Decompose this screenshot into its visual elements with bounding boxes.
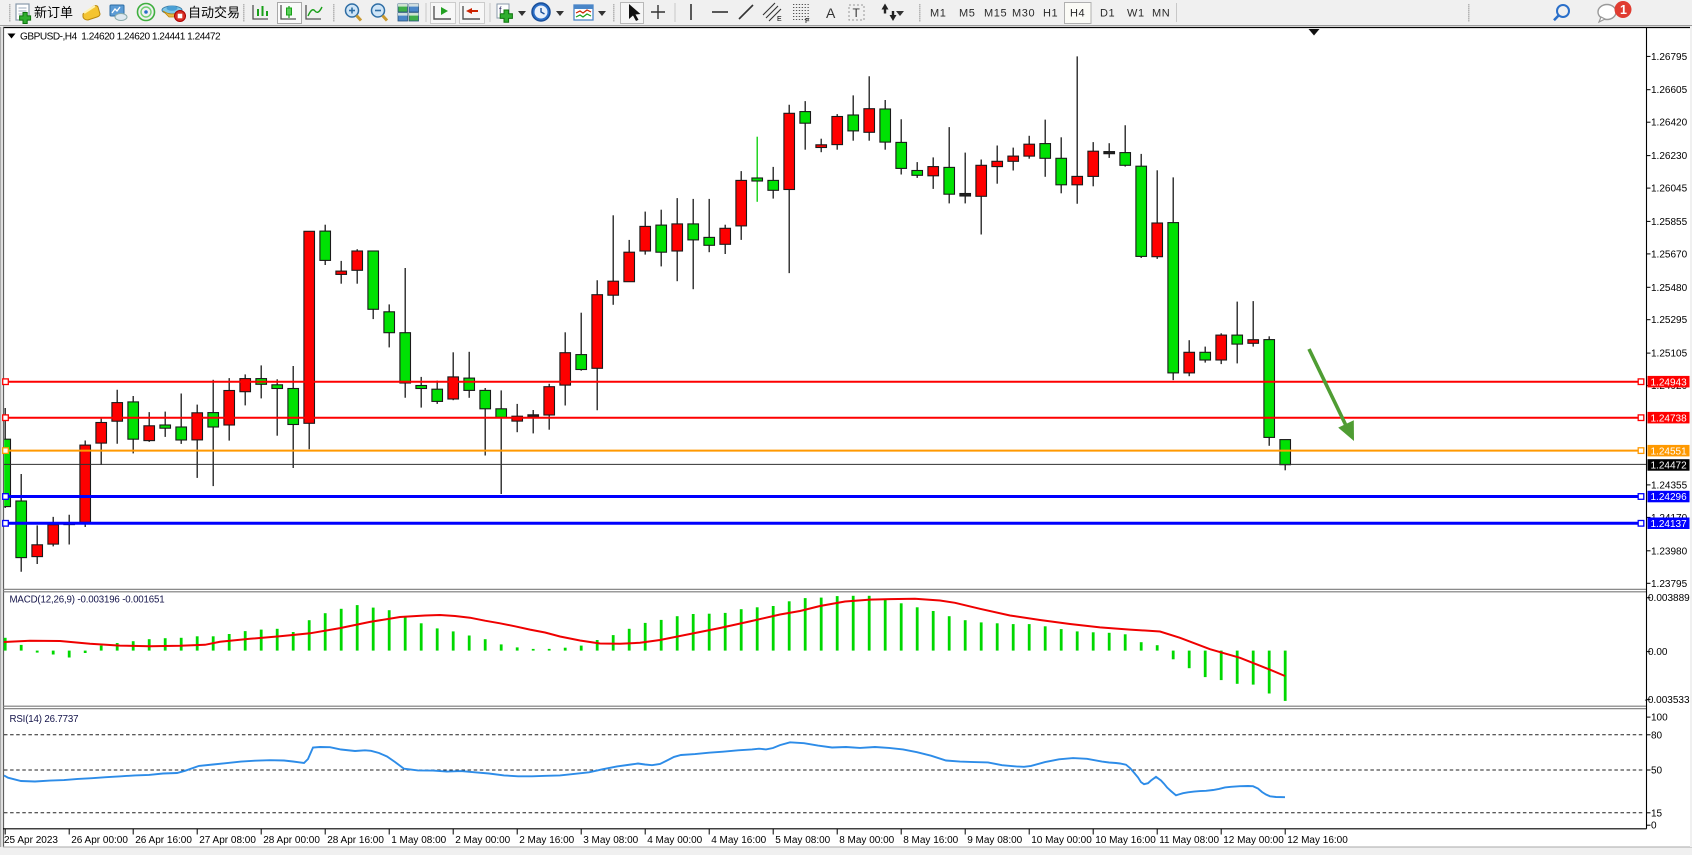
svg-text:MACD(12,26,9) -0.003196 -0.001: MACD(12,26,9) -0.003196 -0.001651 bbox=[10, 595, 165, 606]
svg-text:2 May 16:00: 2 May 16:00 bbox=[519, 835, 574, 846]
svg-text:1.24943: 1.24943 bbox=[1651, 377, 1688, 388]
svg-text:F: F bbox=[805, 16, 810, 25]
svg-text:0.00: 0.00 bbox=[1648, 647, 1668, 658]
svg-text:2 May 00:00: 2 May 00:00 bbox=[455, 835, 510, 846]
svg-text:11 May 08:00: 11 May 08:00 bbox=[1159, 835, 1219, 846]
svg-text:f: f bbox=[499, 5, 502, 15]
svg-text:26 Apr 16:00: 26 Apr 16:00 bbox=[135, 835, 192, 846]
svg-text:H1: H1 bbox=[1043, 8, 1058, 20]
svg-text:1.24551: 1.24551 bbox=[1651, 446, 1688, 457]
svg-text:10 May 16:00: 10 May 16:00 bbox=[1095, 835, 1156, 846]
svg-text:4 May 00:00: 4 May 00:00 bbox=[647, 835, 702, 846]
svg-text:28 Apr 00:00: 28 Apr 00:00 bbox=[263, 835, 320, 846]
svg-text:4 May 16:00: 4 May 16:00 bbox=[711, 835, 766, 846]
svg-text:RSI(14) 26.7737: RSI(14) 26.7737 bbox=[10, 714, 79, 725]
svg-text:50: 50 bbox=[1651, 766, 1663, 777]
svg-text:9 May 08:00: 9 May 08:00 bbox=[967, 835, 1022, 846]
svg-text:W1: W1 bbox=[1127, 8, 1145, 20]
svg-text:100: 100 bbox=[1651, 713, 1668, 724]
svg-text:1.25295: 1.25295 bbox=[1651, 315, 1688, 326]
svg-text:1.26230: 1.26230 bbox=[1651, 151, 1688, 162]
svg-text:1.25105: 1.25105 bbox=[1651, 349, 1688, 360]
svg-text:1: 1 bbox=[1620, 3, 1627, 17]
svg-text:1.26420: 1.26420 bbox=[1651, 118, 1688, 129]
svg-text:1.25480: 1.25480 bbox=[1651, 283, 1688, 294]
svg-text:10 May 00:00: 10 May 00:00 bbox=[1031, 835, 1092, 846]
svg-text:1.26605: 1.26605 bbox=[1651, 85, 1688, 96]
svg-text:D1: D1 bbox=[1100, 8, 1115, 20]
svg-text:-0.003533: -0.003533 bbox=[1645, 695, 1690, 706]
svg-text:MN: MN bbox=[1152, 8, 1170, 20]
svg-text:3 May 08:00: 3 May 08:00 bbox=[583, 835, 638, 846]
svg-text:25 Apr 2023: 25 Apr 2023 bbox=[4, 835, 58, 846]
svg-text:1.25670: 1.25670 bbox=[1651, 249, 1688, 260]
svg-text:15: 15 bbox=[1651, 808, 1663, 819]
svg-text:1.24296: 1.24296 bbox=[1651, 492, 1688, 503]
svg-text:1 May 08:00: 1 May 08:00 bbox=[391, 835, 446, 846]
svg-text:自动交易: 自动交易 bbox=[188, 5, 240, 20]
svg-text:1.24355: 1.24355 bbox=[1651, 480, 1688, 491]
svg-text:26 Apr 00:00: 26 Apr 00:00 bbox=[71, 835, 128, 846]
svg-text:A: A bbox=[826, 5, 836, 21]
svg-text:H4: H4 bbox=[1070, 8, 1085, 20]
svg-text:1.24738: 1.24738 bbox=[1651, 413, 1688, 424]
svg-text:M15: M15 bbox=[984, 8, 1007, 20]
svg-text:E: E bbox=[777, 16, 782, 23]
svg-text:1.24137: 1.24137 bbox=[1651, 519, 1688, 530]
svg-text:0: 0 bbox=[1651, 821, 1657, 832]
svg-text:M5: M5 bbox=[959, 8, 975, 20]
svg-text:1.24472: 1.24472 bbox=[1651, 461, 1688, 472]
svg-text:12 May 16:00: 12 May 16:00 bbox=[1287, 835, 1348, 846]
svg-text:8 May 00:00: 8 May 00:00 bbox=[839, 835, 894, 846]
svg-text:27 Apr 08:00: 27 Apr 08:00 bbox=[199, 835, 256, 846]
svg-text:1.23980: 1.23980 bbox=[1651, 546, 1688, 557]
svg-text:1.26045: 1.26045 bbox=[1651, 184, 1688, 195]
svg-text:28 Apr 16:00: 28 Apr 16:00 bbox=[327, 835, 384, 846]
svg-text:5 May 08:00: 5 May 08:00 bbox=[775, 835, 830, 846]
svg-text:M30: M30 bbox=[1012, 8, 1035, 20]
svg-text:8 May 16:00: 8 May 16:00 bbox=[903, 835, 958, 846]
svg-text:GBPUSD-,H4 1.24620 1.24620 1.: GBPUSD-,H4 1.24620 1.24620 1.24441 1.244… bbox=[20, 31, 221, 42]
svg-text:1.23795: 1.23795 bbox=[1651, 579, 1688, 590]
svg-text:12 May 00:00: 12 May 00:00 bbox=[1223, 835, 1284, 846]
svg-text:80: 80 bbox=[1651, 730, 1663, 741]
svg-text:新订单: 新订单 bbox=[34, 5, 73, 20]
svg-text:0.003889: 0.003889 bbox=[1648, 593, 1690, 604]
svg-text:1.25855: 1.25855 bbox=[1651, 217, 1688, 228]
svg-text:T: T bbox=[853, 6, 861, 20]
svg-text:M1: M1 bbox=[930, 8, 946, 20]
svg-text:1.26795: 1.26795 bbox=[1651, 52, 1688, 63]
